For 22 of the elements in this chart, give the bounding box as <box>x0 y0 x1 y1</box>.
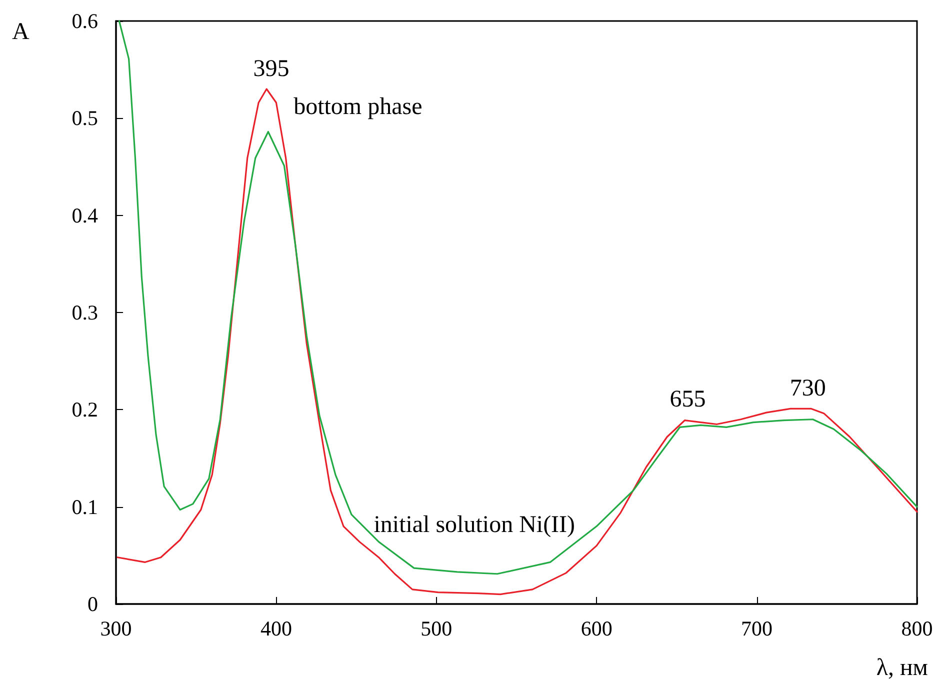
y-tick-label: 0.3 <box>72 300 98 324</box>
line-series <box>118 20 918 575</box>
series-label: bottom phase <box>294 94 422 120</box>
x-tick-label: 800 <box>901 616 933 640</box>
y-tick-label: 0.1 <box>72 494 98 519</box>
x-axis-title: λ, нм <box>876 655 928 681</box>
y-axis-title: A <box>12 19 30 45</box>
annotation: 730 <box>790 376 826 402</box>
annotation: 655 <box>670 386 706 412</box>
annotation: 395 <box>253 56 290 82</box>
x-tick-label: 300 <box>100 616 132 640</box>
x-tick-label: 500 <box>420 616 452 640</box>
y-tick-label: 0.4 <box>72 203 98 228</box>
y-tick-label: 0.6 <box>72 9 98 33</box>
line-series <box>116 88 918 596</box>
y-tick-label: 0.5 <box>72 106 98 130</box>
series-label: initial solution Ni(II) <box>374 512 576 538</box>
y-tick-label: 0 <box>88 592 98 616</box>
y-tick-label: 0.2 <box>72 398 98 422</box>
x-tick-label: 600 <box>580 616 612 640</box>
x-tick-label: 700 <box>741 616 773 640</box>
x-tick-label: 400 <box>260 616 292 640</box>
